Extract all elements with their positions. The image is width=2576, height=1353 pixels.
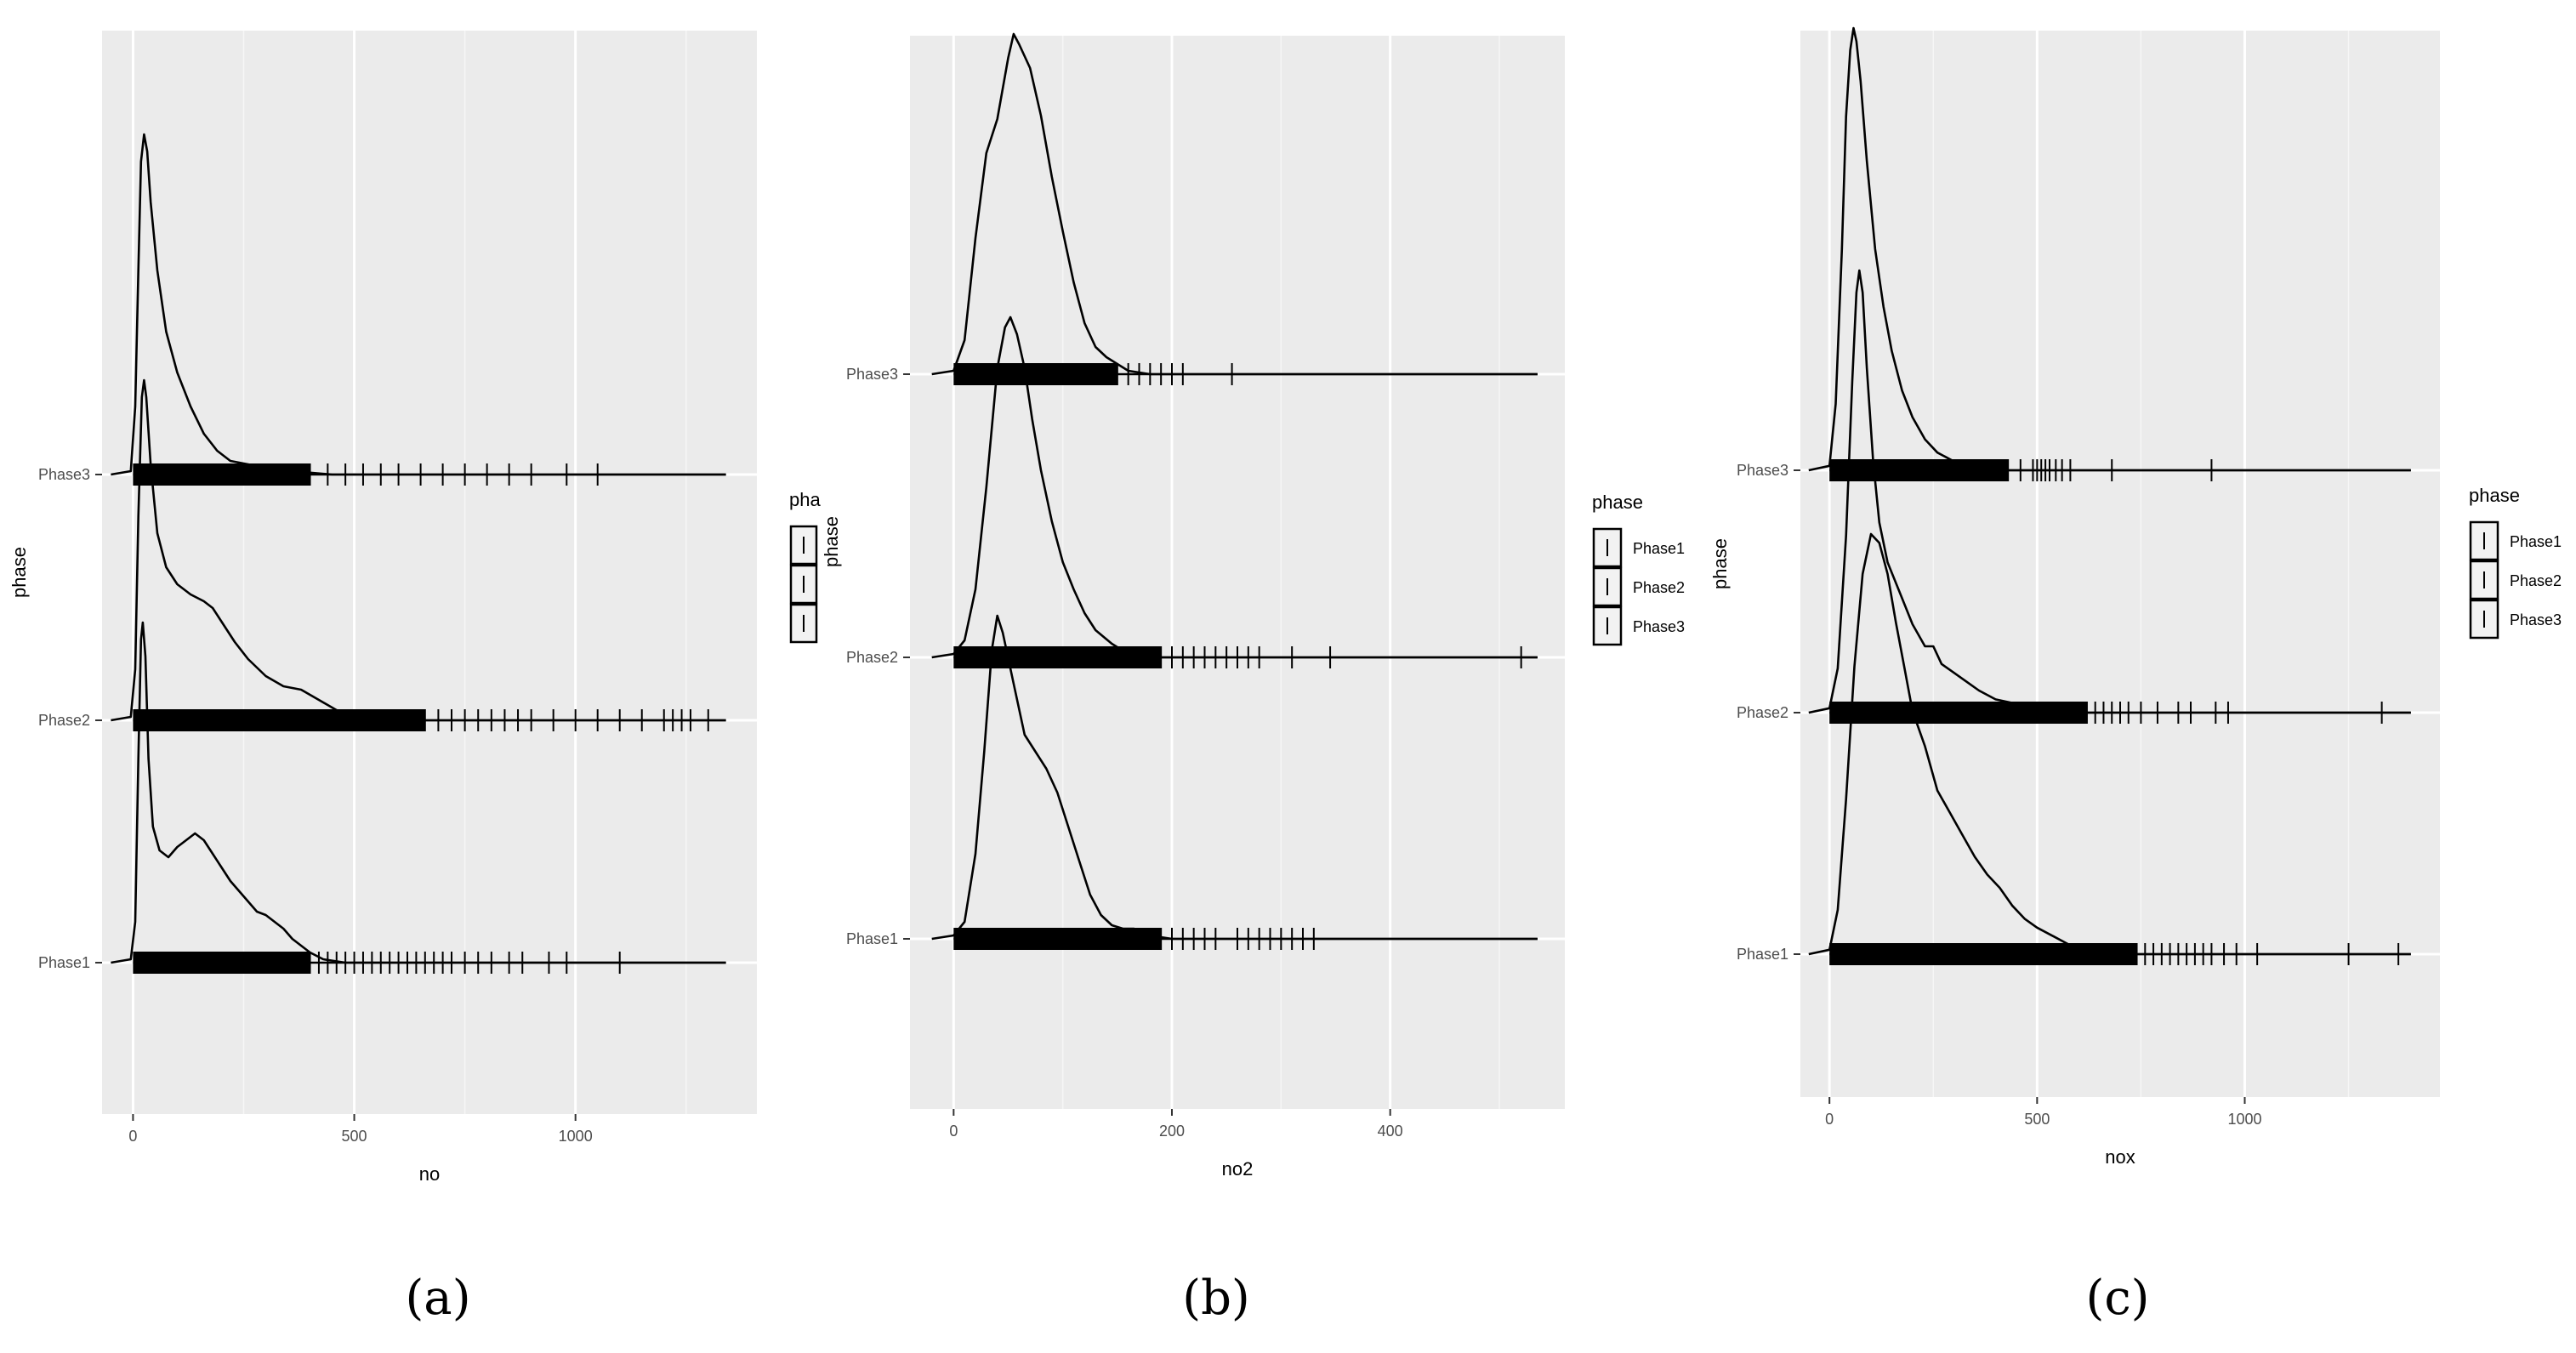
density-curve-Phase3 [111,133,726,476]
y-tick-label: Phase2 [846,649,898,666]
density-curve-Phase1 [1808,532,2411,956]
x-tick-label: 0 [949,1123,958,1140]
legend-label: Phase1 [1633,540,1685,557]
y-axis-title: phase [1709,538,1731,589]
chart-panel-1: Phase1 Phase2 Phase3 0 500 1000 no phase pha (a) [9,31,821,1326]
density-curve-Phase2 [1808,269,2411,714]
legend-title: pha [789,489,821,510]
chart-panel-3: Phase1 Phase2 Phase3 0 500 1000 nox phase phase P… [1709,26,2562,1326]
legend-label: Phase2 [1633,579,1685,596]
x-tick-label: 400 [1378,1123,1403,1140]
y-tick-label: Phase3 [846,366,898,383]
density-curve-Phase1 [931,614,1538,941]
density-curve-Phase3 [1808,26,2411,472]
legend-label: Phase2 [2510,572,2562,589]
x-tick-label: 0 [1825,1111,1834,1128]
panel-caption: (b) [1182,1271,1250,1326]
x-axis-title: no [419,1163,440,1185]
legend-label: Phase1 [2510,533,2562,550]
legend: phase Phase1 Phase2 Phase3 [1592,492,1685,646]
plot-background [1800,31,2440,1097]
y-tick-label: Phase1 [846,930,898,947]
x-tick-label: 1000 [2227,1111,2261,1128]
y-tick-label: Phase2 [1737,704,1788,721]
panel-caption: (c) [2085,1271,2149,1326]
legend: phase Phase1 Phase2 Phase3 [2469,485,2562,640]
x-tick-label: 500 [2024,1111,2050,1128]
x-axis-title: no2 [1222,1158,1254,1180]
legend-label: Phase3 [2510,611,2562,628]
legend-title: phase [1592,492,1643,513]
x-tick-label: 1000 [559,1128,593,1145]
y-tick-label: Phase1 [1737,946,1788,963]
x-tick-label: 200 [1159,1123,1185,1140]
y-tick-label: Phase3 [1737,462,1788,479]
chart-panel-2: Phase1 Phase2 Phase3 0 200 400 no2 phase phase Ph… [821,32,1685,1326]
density-curve-Phase3 [931,32,1538,376]
y-tick-label: Phase3 [38,466,90,483]
density-curve-Phase2 [931,316,1538,659]
y-axis-title: phase [821,516,842,567]
y-axis-title: phase [9,547,30,598]
y-tick-label: Phase1 [38,954,90,971]
density-curve-Phase1 [111,621,726,964]
x-tick-label: 0 [128,1128,137,1145]
panel-caption: (a) [405,1271,470,1326]
legend: pha [789,489,821,644]
legend-label: Phase3 [1633,618,1685,635]
plot-background [102,31,757,1114]
legend-key [789,603,818,644]
density-curve-Phase2 [111,378,726,722]
y-tick-label: Phase2 [38,712,90,729]
x-axis-title: nox [2105,1146,2135,1168]
legend-title: phase [2469,485,2520,506]
x-tick-label: 500 [342,1128,367,1145]
